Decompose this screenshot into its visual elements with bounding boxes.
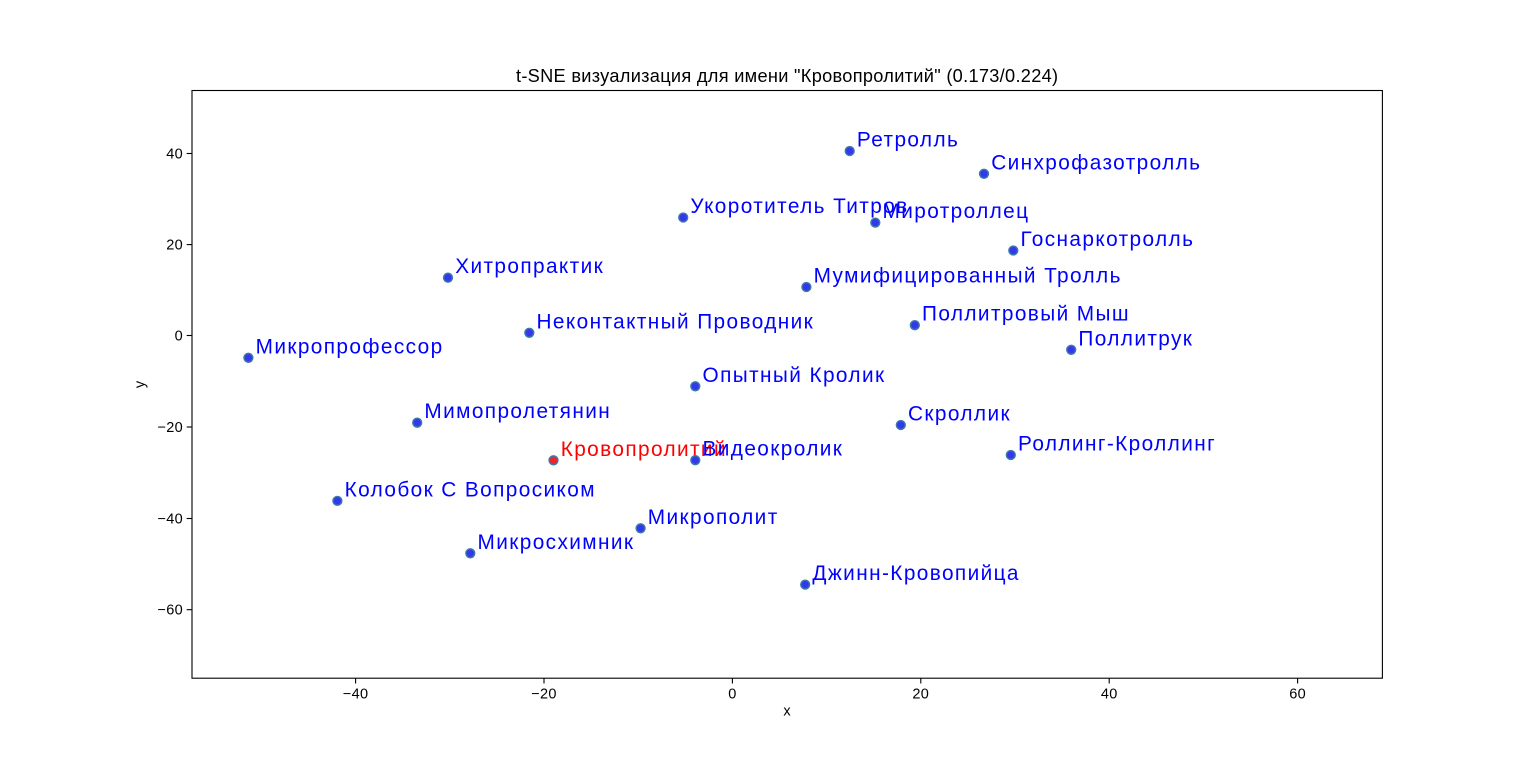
svg-text:Хитропрактик: Хитропрактик [455, 255, 604, 278]
svg-text:Поллитровый Мыш: Поллитровый Мыш [922, 303, 1130, 326]
svg-text:x: x [783, 703, 791, 719]
svg-text:y: y [132, 380, 148, 388]
svg-text:Укоротитель Титров: Укоротитель Титров [690, 195, 908, 218]
svg-text:Поллитрук: Поллитрук [1078, 327, 1193, 350]
svg-text:−40: −40 [158, 512, 184, 528]
svg-text:20: 20 [912, 687, 929, 703]
svg-text:−20: −20 [158, 420, 184, 436]
svg-text:Роллинг-Кроллинг: Роллинг-Кроллинг [1018, 433, 1216, 456]
svg-text:Микрополит: Микрополит [648, 506, 779, 529]
svg-text:−60: −60 [158, 603, 184, 619]
svg-text:Госнаркотролль: Госнаркотролль [1021, 228, 1195, 251]
svg-text:0: 0 [728, 687, 736, 703]
svg-text:Неконтактный Проводник: Неконтактный Проводник [537, 310, 815, 333]
svg-text:Видеокролик: Видеокролик [703, 438, 844, 461]
svg-text:60: 60 [1289, 687, 1306, 703]
svg-text:Ретролль: Ретролль [857, 129, 959, 152]
svg-text:−40: −40 [343, 687, 369, 703]
svg-text:20: 20 [166, 238, 183, 254]
svg-text:Колобок С Вопросиком: Колобок С Вопросиком [345, 478, 596, 501]
svg-text:Миротроллец: Миротроллец [883, 200, 1030, 223]
svg-text:Джинн-Кровопийца: Джинн-Кровопийца [812, 562, 1020, 585]
svg-text:0: 0 [175, 329, 183, 345]
svg-text:Микросхимник: Микросхимник [478, 531, 635, 554]
svg-text:Кровопролитий: Кровопролитий [561, 438, 727, 461]
svg-text:Мумифицированный Тролль: Мумифицированный Тролль [814, 265, 1122, 288]
svg-text:Мимопролетянин: Мимопролетянин [424, 400, 611, 423]
svg-text:Скроллик: Скроллик [908, 403, 1011, 426]
svg-text:40: 40 [166, 147, 183, 163]
svg-text:Синхрофазотролль: Синхрофазотролль [991, 151, 1201, 174]
svg-text:Микропрофессор: Микропрофессор [256, 335, 444, 358]
svg-text:40: 40 [1101, 687, 1118, 703]
svg-text:−20: −20 [531, 687, 557, 703]
svg-text:Опытный Кролик: Опытный Кролик [703, 364, 886, 387]
svg-text:t-SNE визуализация для имени ": t-SNE визуализация для имени "Кровопроли… [516, 66, 1058, 86]
